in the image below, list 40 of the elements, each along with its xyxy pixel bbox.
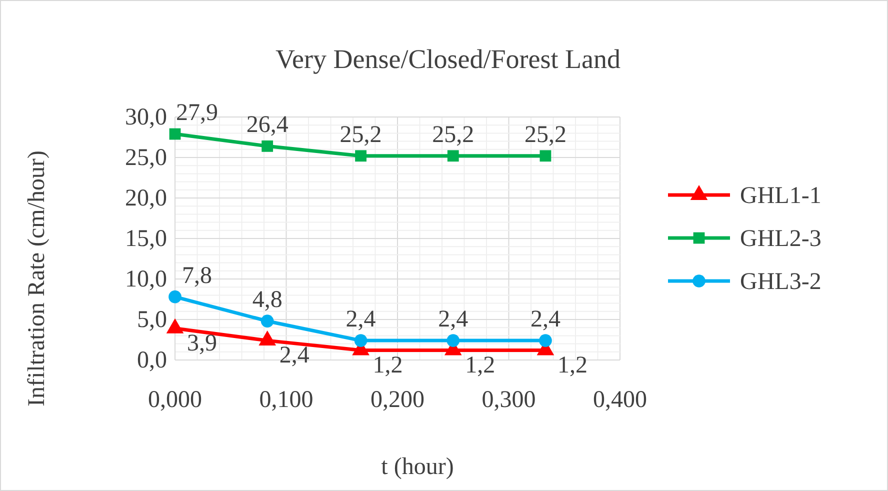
point (447, 150, 459, 162)
point (166, 318, 184, 334)
x-tick-label: 0,100 (259, 387, 314, 414)
x-axis-title: t (hour) (381, 454, 454, 480)
data-label: 2,4 (346, 306, 376, 333)
data-label: 3,9 (187, 330, 217, 356)
point (355, 150, 366, 162)
y-tick-label: 25,0 (125, 145, 167, 172)
data-label: 25,2 (340, 122, 382, 148)
data-label: 2,4 (279, 342, 310, 369)
data-label: 1,2 (465, 352, 496, 378)
y-tick-label: 15,0 (125, 226, 167, 252)
x-tick-label: 0,000 (148, 387, 202, 414)
data-label: 25,2 (524, 122, 566, 148)
legend-label: GHL2-3 (740, 226, 822, 252)
point (258, 330, 276, 346)
data-label: 2,4 (438, 306, 468, 333)
data-label: 1,2 (372, 352, 403, 378)
data-label: 27,9 (176, 100, 218, 126)
y-tick-label: 20,0 (125, 186, 167, 212)
x-tick-label: 0,400 (593, 387, 647, 414)
y-tick-label: 5,0 (137, 307, 167, 334)
y-tick-label: 0,0 (137, 348, 167, 374)
point (262, 140, 274, 152)
data-label: 26,4 (246, 112, 288, 138)
data-label: 4,8 (252, 287, 282, 314)
x-tick-label: 0,300 (482, 387, 536, 414)
data-label: 2,4 (530, 306, 560, 333)
y-axis-title: Infiltration Rate (cm/hour) (24, 150, 50, 406)
data-label: 25,2 (432, 122, 474, 148)
data-label: 7,8 (182, 262, 212, 289)
x-tick-label: 0,200 (370, 387, 424, 414)
point (169, 128, 181, 140)
legend-label: GHL1-1 (740, 183, 822, 209)
y-tick-label: 30,0 (125, 104, 167, 131)
chart-title: Very Dense/Closed/Forest Land (276, 44, 621, 74)
data-label: 1,2 (557, 352, 588, 378)
legend-label: GHL3-2 (740, 269, 822, 295)
y-tick-label: 10,0 (125, 266, 167, 293)
point (540, 150, 552, 162)
